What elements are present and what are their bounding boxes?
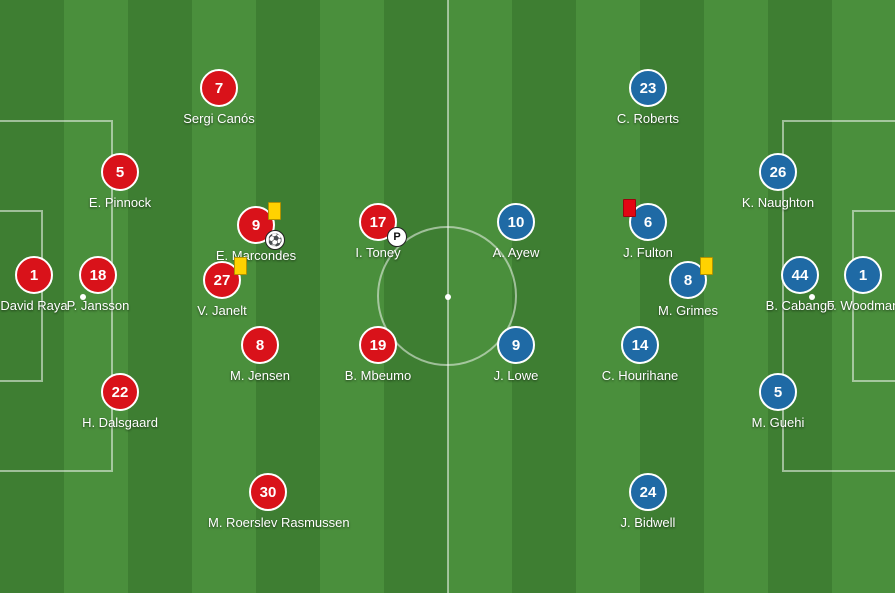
player-number: 7 bbox=[215, 80, 223, 97]
pitch-stripe bbox=[640, 0, 704, 593]
penalty-spot-right bbox=[809, 294, 815, 300]
player-number: 27 bbox=[214, 272, 231, 289]
six-yard-box-right bbox=[852, 210, 895, 382]
red-card-icon bbox=[623, 199, 636, 217]
pitch: 1David Raya18P. Jansson5E. Pinnock22H. D… bbox=[0, 0, 895, 593]
pitch-stripe bbox=[256, 0, 320, 593]
player-number: 22 bbox=[112, 384, 129, 401]
player-disc: 27 bbox=[203, 261, 241, 299]
player-disc: 7 bbox=[200, 69, 238, 107]
player-number: 5 bbox=[116, 164, 124, 181]
penalty-spot-left bbox=[80, 294, 86, 300]
pitch-stripe bbox=[128, 0, 192, 593]
centre-spot bbox=[445, 294, 451, 300]
six-yard-box-left bbox=[0, 210, 43, 382]
yellow-card-icon bbox=[234, 257, 247, 275]
pitch-stripe bbox=[512, 0, 576, 593]
